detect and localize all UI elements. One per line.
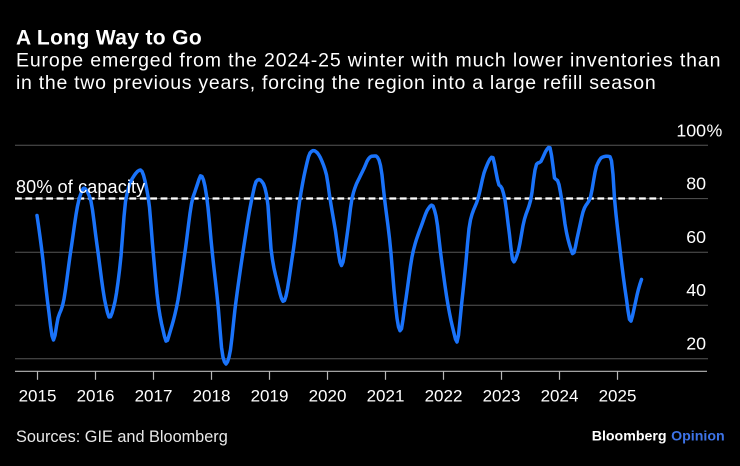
svg-text:2017: 2017: [135, 387, 173, 406]
svg-text:%: %: [707, 121, 723, 141]
svg-text:2024: 2024: [541, 387, 579, 406]
svg-text:80% of capacity: 80% of capacity: [16, 177, 145, 197]
svg-text:2022: 2022: [425, 387, 463, 406]
svg-text:60: 60: [686, 227, 706, 247]
svg-text:Europe emerged from the 2024-2: Europe emerged from the 2024-25 winter w…: [16, 50, 721, 72]
svg-text:40: 40: [686, 280, 706, 300]
svg-text:2023: 2023: [483, 387, 521, 406]
svg-text:A Long Way to Go: A Long Way to Go: [16, 27, 202, 50]
svg-text:2019: 2019: [251, 387, 289, 406]
svg-text:Sources: GIE and Bloomberg: Sources: GIE and Bloomberg: [16, 428, 228, 446]
svg-text:2016: 2016: [77, 387, 115, 406]
svg-text:2025: 2025: [599, 387, 637, 406]
svg-text:2018: 2018: [193, 387, 231, 406]
svg-text:2020: 2020: [309, 387, 347, 406]
svg-text:in the two previous years, for: in the two previous years, forcing the r…: [16, 72, 656, 94]
svg-text:20: 20: [686, 334, 706, 354]
svg-text:100: 100: [676, 121, 706, 141]
svg-text:80: 80: [686, 173, 706, 193]
svg-text:2015: 2015: [19, 387, 57, 406]
svg-text:2021: 2021: [367, 387, 405, 406]
